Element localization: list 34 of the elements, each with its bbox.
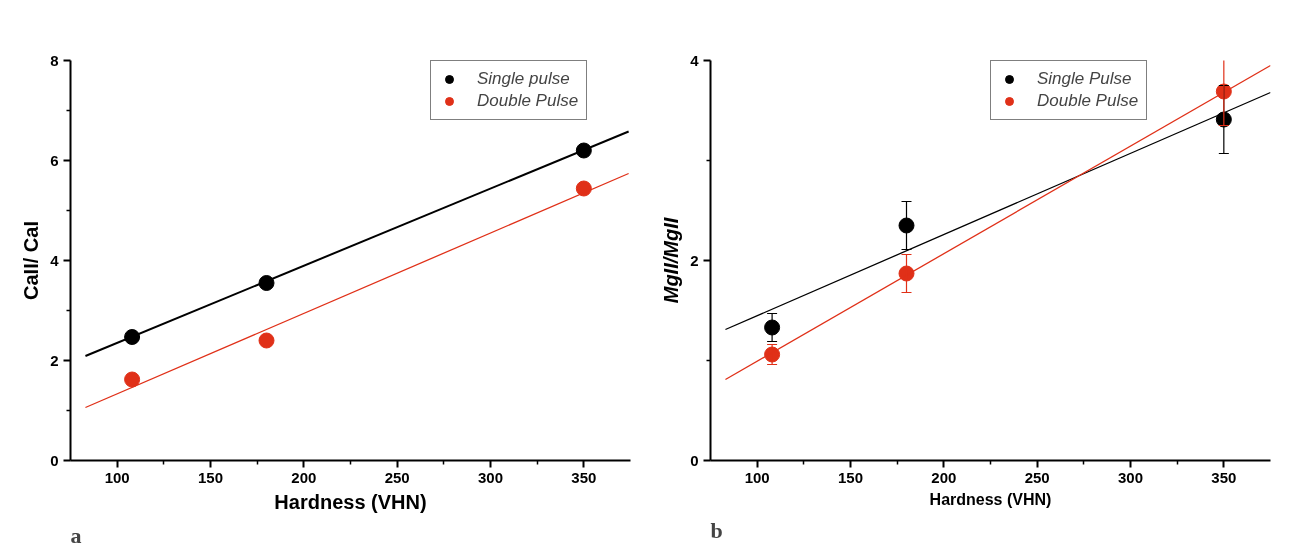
y-tick-label: 4 xyxy=(690,51,700,69)
x-tick-label: 350 xyxy=(1211,468,1237,486)
point xyxy=(124,371,141,388)
point xyxy=(258,332,275,349)
y-axis-title: MgII/MgII xyxy=(660,217,683,304)
legend-label: Single pulse xyxy=(477,69,570,89)
legend-label: Double Pulse xyxy=(477,91,579,111)
y-tick-label: 4 xyxy=(50,251,60,269)
text: b xyxy=(710,517,723,543)
y-tick-label: 6 xyxy=(50,151,59,169)
text: a xyxy=(70,522,82,548)
y-tick-label: 2 xyxy=(50,351,59,369)
x-axis-title: Hardness (VHN) xyxy=(929,490,1052,508)
x-tick-label: 200 xyxy=(291,468,317,486)
y-tick-label: 8 xyxy=(50,51,59,69)
y-axis-title: CaII/ CaI xyxy=(20,221,43,300)
x-tick-label: 150 xyxy=(837,468,864,486)
x-tick-label: 300 xyxy=(477,468,504,486)
x-tick-label: 200 xyxy=(931,468,957,486)
legend-label: Single Pulse xyxy=(1037,69,1132,89)
x-tick-label: 250 xyxy=(1024,468,1050,486)
point xyxy=(575,180,592,197)
x-axis-title: Hardness (VHN) xyxy=(274,490,427,513)
x-tick-label: 300 xyxy=(1117,468,1144,486)
x-tick-label: 150 xyxy=(197,468,224,486)
legend-label: Double Pulse xyxy=(1037,91,1139,111)
point xyxy=(898,217,915,234)
y-tick-label: 2 xyxy=(690,251,699,269)
y-tick-label: 0 xyxy=(690,451,699,469)
y-tick-label: 0 xyxy=(50,451,59,469)
x-tick-label: 250 xyxy=(384,468,410,486)
x-tick-label: 100 xyxy=(744,468,770,486)
x-tick-label: 100 xyxy=(104,468,130,486)
x-tick-label: 350 xyxy=(571,468,597,486)
